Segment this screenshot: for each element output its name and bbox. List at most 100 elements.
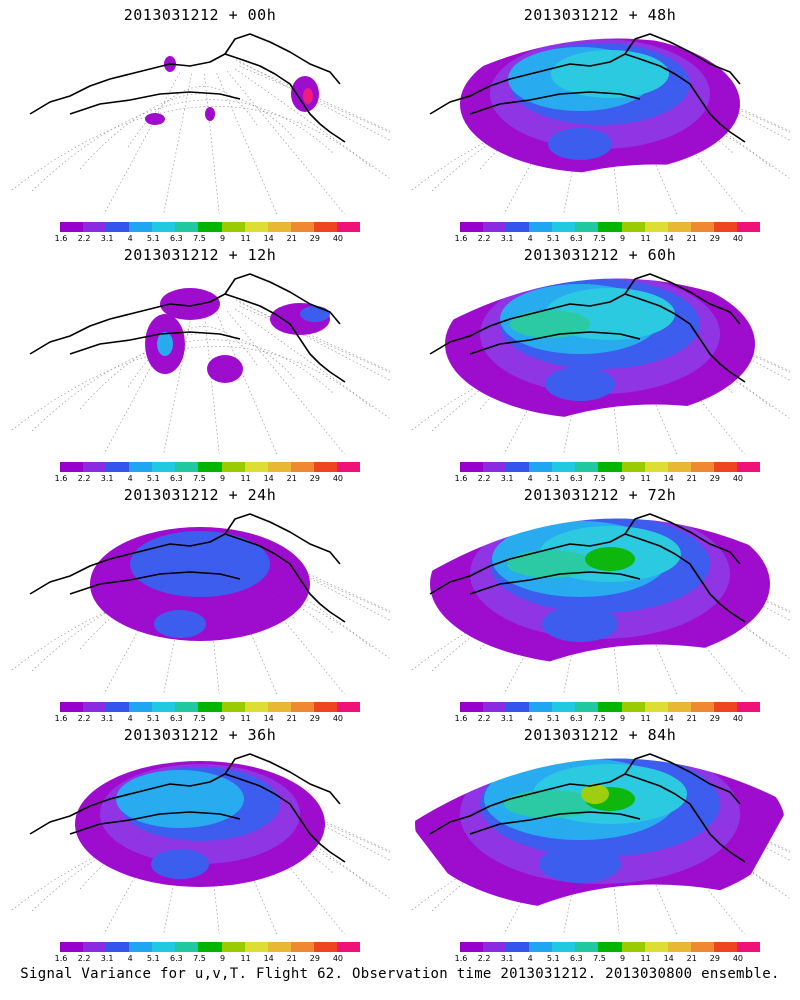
colorbar-tick-label: 21	[286, 954, 297, 963]
colorbar-swatch	[736, 462, 761, 472]
colorbar-swatch	[483, 462, 507, 472]
colorbar-swatch	[313, 222, 337, 232]
colorbar-swatch	[644, 222, 668, 232]
colorbar-tick-label: 9	[219, 954, 226, 963]
colorbar-tick-label: 14	[263, 954, 274, 963]
colorbar-tick-label: 40	[732, 714, 744, 723]
forecast-panel: 2013031212 + 24h 1.6 2.2 3.1 4 5.1 6.3 7.5 9 11 14…	[0, 480, 400, 723]
colorbar-tick-label: 4	[527, 234, 533, 243]
colorbar-swatch	[129, 222, 153, 232]
colorbar-tick-label: 29	[709, 714, 720, 723]
colorbar-swatch	[529, 942, 553, 952]
colorbar-tick-label: 40	[732, 234, 744, 243]
colorbar-swatch	[83, 222, 107, 232]
colorbar	[60, 462, 361, 472]
colorbar-swatch	[667, 942, 691, 952]
variance-field	[75, 761, 325, 887]
colorbar-tick-label: 9	[619, 474, 626, 483]
polar-map	[10, 273, 390, 454]
polar-map	[10, 33, 390, 214]
colorbar-swatch	[621, 222, 645, 232]
colorbar-tick-label: 40	[332, 474, 344, 483]
forecast-panel: 2013031212 + 00h 1.6 2.2 3.1 4 5.1 6.3 7.5 9 11 14…	[0, 0, 400, 243]
colorbar-swatch	[598, 702, 622, 712]
colorbar-swatch	[175, 222, 199, 232]
colorbar-swatch	[152, 222, 176, 232]
colorbar-tick-label: 1.6	[54, 954, 68, 963]
colorbar-ticks: 1.6 2.2 3.1 4 5.1 6.3 7.5 9 11 14 21 29 40	[452, 234, 768, 244]
colorbar-tick-label: 5.1	[146, 714, 160, 723]
colorbar-tick-label: 6.3	[570, 474, 583, 483]
colorbar-tick-label: 5.1	[546, 234, 560, 243]
colorbar-ticks: 1.6 2.2 3.1 4 5.1 6.3 7.5 9 11 14 21 29 40	[452, 474, 768, 484]
colorbar-tick-label: 2.2	[477, 954, 491, 963]
colorbar-tick-label: 21	[686, 474, 697, 483]
colorbar-swatch	[598, 942, 622, 952]
polar-map	[410, 273, 790, 454]
colorbar-swatch	[221, 222, 245, 232]
polar-map	[410, 753, 790, 934]
colorbar-tick-label: 14	[663, 714, 674, 723]
colorbar-swatch	[129, 942, 153, 952]
variance-field	[430, 518, 770, 665]
colorbar-swatch	[621, 942, 645, 952]
colorbar-tick-label: 4	[127, 714, 133, 723]
colorbar-ticks: 1.6 2.2 3.1 4 5.1 6.3 7.5 9 11 14 21 29 40	[452, 954, 768, 964]
forecast-panel: 2013031212 + 48h 1.6 2.2 3.1 4 5.1 6.3 7.5 9 11 14…	[400, 0, 800, 243]
colorbar-tick-label: 2.2	[77, 474, 91, 483]
colorbar-swatch	[60, 462, 84, 472]
colorbar-tick-label: 14	[263, 714, 274, 723]
colorbar-swatch	[313, 462, 337, 472]
colorbar-swatch	[552, 942, 576, 952]
colorbar-swatch	[575, 942, 599, 952]
colorbar-swatch	[267, 942, 291, 952]
colorbar-tick-label: 21	[286, 714, 297, 723]
colorbar	[60, 942, 361, 952]
colorbar-swatch	[336, 702, 361, 712]
colorbar-swatch	[198, 222, 222, 232]
colorbar-tick-label: 5.1	[546, 954, 560, 963]
colorbar-swatch	[152, 702, 176, 712]
colorbar-swatch	[575, 702, 599, 712]
colorbar-swatch	[621, 702, 645, 712]
colorbar-swatch	[106, 222, 130, 232]
colorbar-tick-label: 3.1	[100, 234, 114, 243]
colorbar-swatch	[152, 462, 176, 472]
colorbar-tick-label: 5.1	[546, 714, 560, 723]
coastline	[29, 273, 346, 383]
colorbar-swatch	[483, 702, 507, 712]
colorbar-tick-label: 40	[332, 234, 344, 243]
colorbar-tick-label: 2.2	[77, 954, 91, 963]
graticule	[10, 59, 390, 214]
colorbar-tick-label: 14	[663, 474, 674, 483]
colorbar-tick-label: 29	[309, 234, 320, 243]
variance-field	[460, 38, 740, 173]
colorbar-swatch	[129, 702, 153, 712]
colorbar-swatch	[106, 942, 130, 952]
colorbar-swatch	[644, 702, 668, 712]
colorbar-tick-label: 11	[240, 714, 251, 723]
colorbar-tick-label: 3.1	[100, 714, 114, 723]
colorbar-swatch	[60, 222, 84, 232]
colorbar-tick-label: 6.3	[570, 954, 583, 963]
colorbar-swatch	[506, 702, 530, 712]
colorbar-swatch	[690, 222, 714, 232]
colorbar-tick-label: 2.2	[77, 714, 91, 723]
colorbar-tick-label: 40	[732, 954, 744, 963]
colorbar-tick-label: 7.5	[193, 234, 206, 243]
colorbar-swatch	[152, 942, 176, 952]
colorbar-swatch	[313, 942, 337, 952]
colorbar-tick-label: 7.5	[593, 714, 606, 723]
colorbar	[60, 702, 361, 712]
colorbar-tick-label: 1.6	[454, 714, 468, 723]
panel-title: 2013031212 + 48h	[523, 6, 677, 24]
colorbar-tick-label: 29	[309, 714, 320, 723]
colorbar-tick-label: 14	[663, 954, 674, 963]
colorbar-tick-label: 29	[709, 234, 720, 243]
colorbar-swatch	[106, 462, 130, 472]
colorbar-tick-label: 1.6	[454, 954, 468, 963]
colorbar-swatch	[198, 462, 222, 472]
colorbar-swatch	[552, 702, 576, 712]
colorbar-tick-label: 2.2	[477, 714, 491, 723]
colorbar-swatch	[506, 462, 530, 472]
